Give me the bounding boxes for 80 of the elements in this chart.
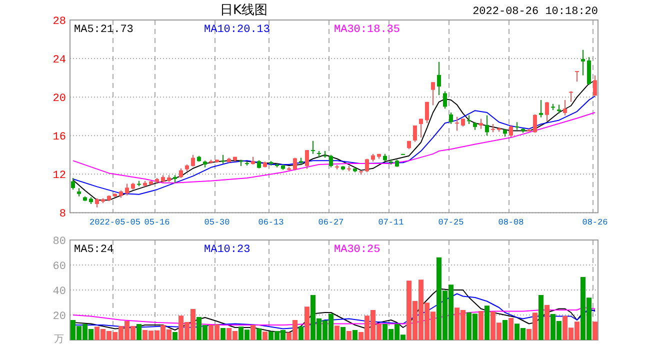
candlestick: [593, 74, 597, 96]
x-tick-label: 05-16: [144, 218, 170, 228]
y-tick-label: 12: [52, 170, 66, 182]
candlestick: [569, 90, 573, 102]
bar: [544, 305, 550, 340]
candlestick: [479, 118, 483, 130]
bar: [262, 332, 268, 340]
bar: [136, 324, 142, 340]
text: MA5:24: [74, 244, 114, 256]
bar: [304, 306, 310, 340]
candlestick: [575, 70, 579, 82]
x-tick-label: 08-26: [582, 218, 608, 228]
candlestick: [437, 61, 441, 96]
line-series: [72, 112, 596, 184]
x-tick-label: 07-11: [378, 218, 404, 228]
candlestick: [431, 82, 435, 106]
candlestick: [71, 178, 75, 190]
x-tick-label: 05-30: [204, 218, 230, 228]
candlestick: [179, 168, 183, 179]
candlestick: [449, 112, 453, 125]
text: MA10:20.13: [204, 24, 270, 36]
x-tick-label: 08-08: [498, 218, 524, 228]
candlestick: [293, 157, 297, 171]
bar: [250, 325, 256, 340]
bar: [340, 327, 346, 340]
x-tick-label: 06-27: [318, 218, 344, 228]
chart-subtitle: 2022-08-26 10:18:20: [472, 6, 598, 18]
bar: [172, 332, 178, 340]
y-axis-title: 万: [54, 334, 64, 345]
y-tick-label: 40: [52, 286, 66, 298]
candlestick: [539, 99, 543, 118]
candlestick: [329, 154, 333, 168]
candlestick: [413, 125, 417, 142]
candlestick: [419, 118, 423, 138]
candlestick: [533, 114, 537, 134]
bar: [352, 330, 358, 340]
candlestick: [443, 90, 447, 110]
y-tick-label: 28: [52, 16, 66, 28]
bar: [592, 322, 598, 340]
bar: [220, 328, 226, 340]
bar: [478, 311, 484, 340]
text: MA5:21.73: [74, 24, 134, 36]
bar: [538, 295, 544, 340]
y-tick-label: 8: [59, 208, 66, 221]
candlestick: [587, 56, 591, 86]
line-series: [72, 307, 596, 326]
candlestick: [581, 49, 585, 76]
candlestick: [365, 158, 369, 173]
candlestick: [191, 154, 195, 167]
bar: [502, 320, 508, 340]
bar: [256, 328, 262, 340]
y-tick-label: 24: [52, 54, 66, 67]
candlestick: [305, 150, 309, 170]
y-tick-label: 16: [52, 132, 66, 144]
candlestick: [563, 99, 567, 116]
x-tick-label: 07-25: [438, 218, 464, 228]
candlestick: [545, 101, 549, 122]
chart-title: 日K线图: [220, 3, 268, 18]
bar: [484, 306, 490, 340]
x-tick-label: 06-13: [258, 218, 284, 228]
text: MA30:18.35: [334, 24, 400, 36]
candlestick: [515, 122, 519, 130]
bar: [334, 326, 340, 340]
text: MA30:25: [334, 244, 380, 256]
candlestick: [95, 198, 99, 208]
candlestick: [311, 140, 315, 154]
candlestick: [509, 124, 513, 138]
candlestick: [485, 114, 489, 136]
candlestick: [425, 101, 429, 124]
y-tick-label: 80: [52, 236, 66, 248]
bar: [508, 318, 514, 340]
candlestick: [125, 183, 129, 196]
y-tick-label: 60: [52, 261, 66, 273]
candlestick: [455, 116, 459, 132]
x-tick-label: 2022-05-05: [89, 218, 141, 228]
y-tick-label: 20: [52, 311, 66, 323]
bar: [298, 326, 304, 340]
text: MA10:23: [204, 244, 250, 256]
bar: [346, 331, 352, 340]
y-tick-label: 20: [52, 93, 66, 106]
